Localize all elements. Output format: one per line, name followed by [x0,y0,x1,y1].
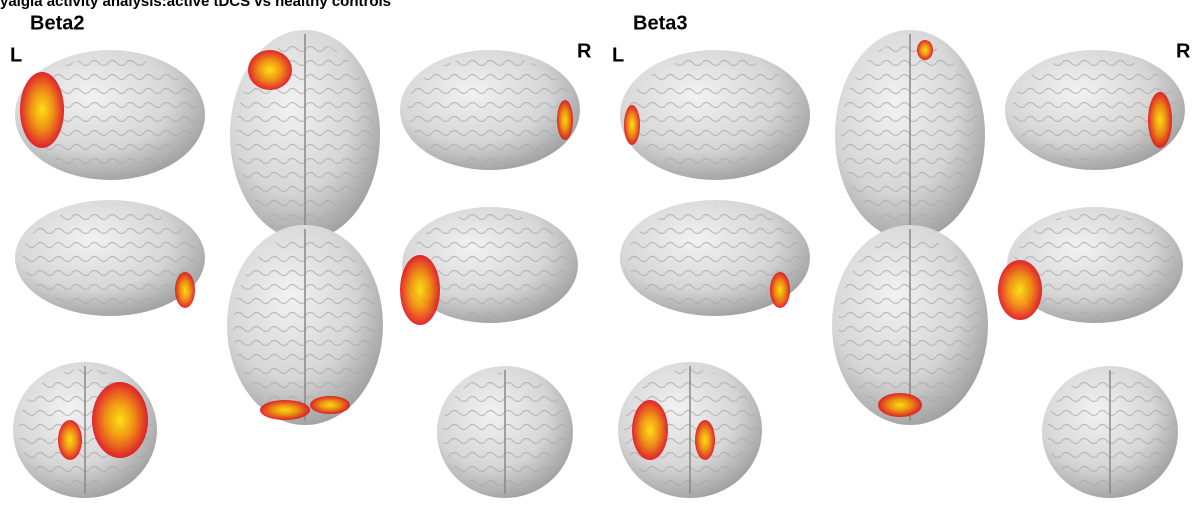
figure-title: yalgia activity analysis:active tDCS vs … [0,0,391,10]
activation [632,400,668,460]
activation [917,40,933,60]
activation [695,420,715,460]
hemisphere-label: L [10,44,22,66]
brain-gyri [409,212,571,318]
activation [878,393,922,417]
activation [624,105,640,145]
brain-gyri [627,56,803,174]
activation [92,382,148,458]
activation [400,255,440,325]
panel: Beta2 L R [10,12,592,498]
activation [310,396,350,414]
hemisphere-label: R [577,40,592,62]
activation [175,272,195,308]
activation [248,50,292,90]
brain-gyri [22,205,198,311]
panel: Beta3 L R [612,12,1191,498]
brain-gyri [1014,212,1176,318]
activation [557,100,573,140]
brain-gyri [22,56,198,174]
brain-gyri [627,205,803,311]
activation [20,72,64,148]
hemisphere-label: L [612,44,624,66]
brain-gyri [1012,56,1178,164]
panel-title: Beta3 [633,12,687,34]
activation [1148,92,1172,148]
activation [58,420,82,460]
hemisphere-label: R [1176,40,1191,62]
activation [998,260,1042,320]
panel-title: Beta2 [30,12,84,34]
brain-gyri [407,56,573,164]
activation [770,272,790,308]
activation [260,400,310,420]
